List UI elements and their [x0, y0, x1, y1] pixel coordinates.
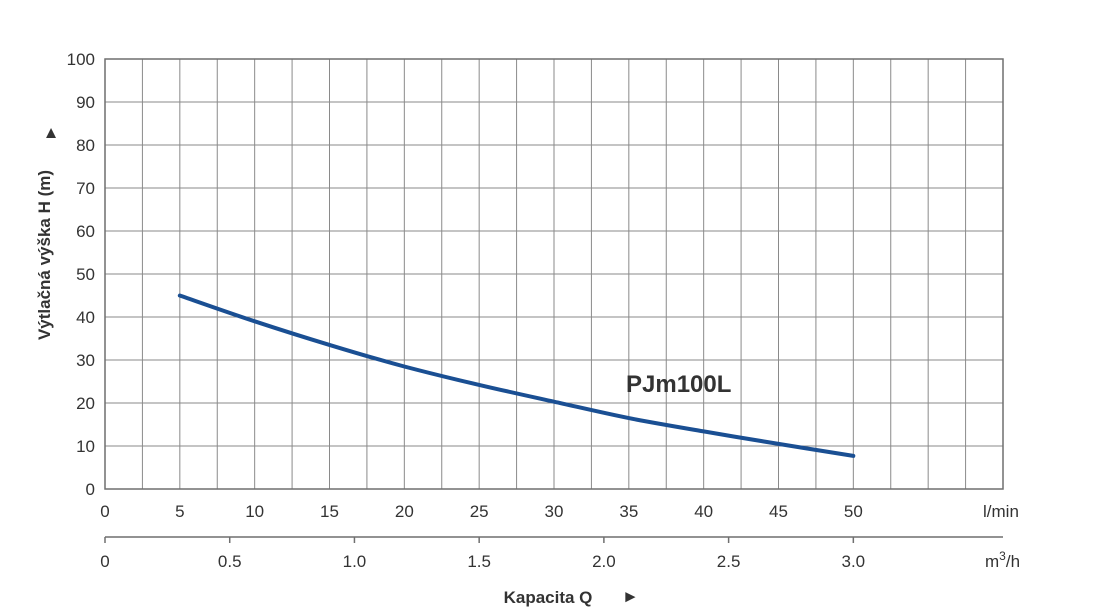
y-axis-arrow: ▲ [43, 123, 60, 142]
series-label: PJm100L [626, 371, 731, 398]
x-axis-title: Kapacita Q [504, 588, 593, 607]
y-tick-label: 70 [76, 179, 95, 198]
x-tick-label: 50 [844, 502, 863, 521]
secondary-tick-label: 3.0 [842, 552, 866, 571]
y-tick-label: 80 [76, 136, 95, 155]
x-tick-label: 35 [619, 502, 638, 521]
axes: 0 10 20 30 40 50 60 70 80 90 100 0 5 10 15 20 25 30 35 40 45… [67, 50, 1020, 571]
x-tick-label: 30 [545, 502, 564, 521]
y-tick-label: 10 [76, 437, 95, 456]
x-tick-label: 15 [320, 502, 339, 521]
y-tick-label: 0 [86, 480, 95, 499]
y-axis-title: Výtlačná výška H (m) [35, 170, 54, 340]
y-tick-label: 20 [76, 394, 95, 413]
x-tick-label: 5 [175, 502, 184, 521]
x-unit-label: l/min [983, 502, 1019, 521]
y-tick-label: 60 [76, 222, 95, 241]
secondary-tick-label: 2.5 [717, 552, 741, 571]
x-tick-label: 45 [769, 502, 788, 521]
y-tick-label: 30 [76, 351, 95, 370]
x-tick-label: 25 [470, 502, 489, 521]
secondary-tick-label: 0 [100, 552, 109, 571]
x-tick-label: 20 [395, 502, 414, 521]
secondary-tick-label: 0.5 [218, 552, 242, 571]
x-tick-label: 0 [100, 502, 109, 521]
y-tick-label: 50 [76, 265, 95, 284]
plot-frame [104, 58, 1004, 490]
labels: Kapacita Q ► Výtlačná výška H (m) ▲ PJm100L [35, 123, 731, 607]
y-tick-label: 100 [67, 50, 95, 69]
x-axis-arrow: ► [622, 587, 639, 606]
x-tick-label: 10 [245, 502, 264, 521]
x-tick-label: 40 [694, 502, 713, 521]
y-tick-label: 40 [76, 308, 95, 327]
secondary-tick-label: 1.0 [343, 552, 367, 571]
series-line-PJm100L [177, 293, 856, 458]
secondary-unit-label: m3/h [985, 549, 1020, 571]
grid [104, 58, 1004, 490]
secondary-tick-label: 1.5 [467, 552, 491, 571]
y-tick-label: 90 [76, 93, 95, 112]
secondary-tick-label: 2.0 [592, 552, 616, 571]
series-layer [177, 293, 856, 458]
